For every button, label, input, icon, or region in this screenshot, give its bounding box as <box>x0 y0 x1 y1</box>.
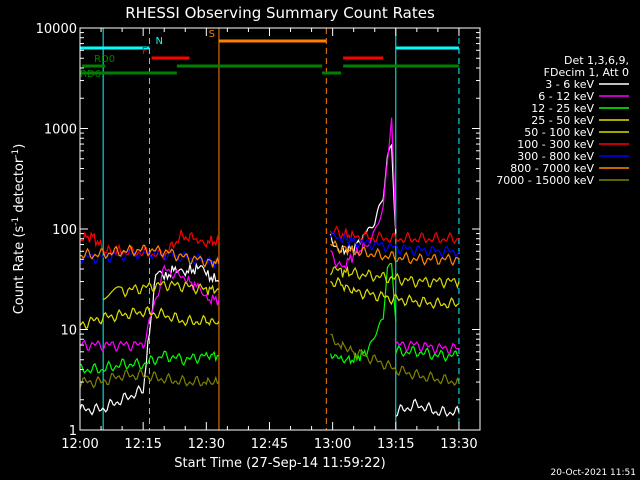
flag-n-label: N <box>155 36 162 47</box>
y-tick-label-5: 10000 <box>36 22 77 37</box>
series-3-segment-1 <box>79 350 219 374</box>
axis-ticks: 12:00 12:15 12:30 12:45 13:00 13:15 13:30 1 10 10… <box>36 22 480 452</box>
flag-rd6: RD6 <box>80 69 342 80</box>
legend-entry-label-2: 6 - 12 keV <box>538 90 594 103</box>
flag-s: S <box>209 29 327 43</box>
legend-entry-3: 12 - 25 keV <box>531 102 629 115</box>
legend-header-1: Det 1,3,6,9, <box>564 54 629 67</box>
flag-s-label: S <box>209 29 215 40</box>
x-axis-label: Start Time (27-Sep-14 11:59:22) <box>174 456 385 471</box>
legend-header-2: FDecim 1, Att 0 <box>544 66 629 79</box>
x-tick-label-6: 13:15 <box>377 437 414 452</box>
series-2-segment-2 <box>330 117 397 271</box>
series-7 <box>79 231 460 269</box>
series-9-segment-1 <box>79 368 220 389</box>
flag-f: F <box>142 46 384 60</box>
flag-rd0-label: RD0 <box>94 54 115 65</box>
x-tick-label-4: 12:45 <box>251 437 288 452</box>
legend-entry-5: 50 - 100 keV <box>524 126 629 139</box>
legend-entry-label-1: 3 - 6 keV <box>545 78 594 91</box>
status-flags: NF S RD0 RD6 <box>80 29 459 80</box>
y-axis-label: Count Rate (s-1 detector-1) <box>11 144 27 315</box>
x-tick-label-3: 12:30 <box>188 437 225 452</box>
series-8-segment-2 <box>330 240 460 267</box>
legend-entry-label-6: 100 - 300 keV <box>517 138 594 151</box>
y-axis-label-exponent1: -1 <box>11 217 21 226</box>
series-layer <box>79 117 460 418</box>
legend-entry-1: 3 - 6 keV <box>545 78 629 91</box>
flag-rd0: RD0 <box>82 54 459 68</box>
series-1-segment-3 <box>395 398 460 418</box>
legend-entry-4: 25 - 50 keV <box>531 114 629 127</box>
y-tick-label-4: 1000 <box>44 123 77 138</box>
y-tick-label-2: 10 <box>60 324 77 339</box>
series-4 <box>79 276 460 330</box>
legend-entry-label-8: 800 - 7000 keV <box>510 162 594 175</box>
series-8 <box>80 240 460 268</box>
plot-area: NF S RD0 RD6 <box>79 28 460 430</box>
series-2-segment-1 <box>79 264 220 353</box>
series-2-segment-3 <box>395 340 460 355</box>
legend-entry-6: 100 - 300 keV <box>517 138 629 151</box>
flag-n: N <box>80 36 459 50</box>
x-tick-label-5: 13:00 <box>314 437 351 452</box>
y-axis-label-part1: Count Rate (s <box>12 226 27 315</box>
y-tick-label-1: 1 <box>69 424 77 439</box>
x-tick-label-1: 12:00 <box>61 437 98 452</box>
legend-entry-8: 800 - 7000 keV <box>510 162 629 175</box>
series-7-segment-1 <box>79 247 220 269</box>
series-5-segment-2 <box>329 265 460 290</box>
series-9-segment-2 <box>330 333 460 386</box>
legend-entry-9: 7000 - 15000 keV <box>496 174 629 187</box>
series-3-segment-3 <box>395 344 459 363</box>
x-tick-label-7: 13:30 <box>440 437 477 452</box>
flag-f-label: F <box>142 46 148 57</box>
footer-timestamp: 20-Oct-2021 11:51 <box>551 468 636 478</box>
legend-entry-label-5: 50 - 100 keV <box>524 126 594 139</box>
chart-title: RHESSI Observing Summary Count Rates <box>125 4 435 22</box>
flag-rd6-label: RD6 <box>80 69 101 80</box>
series-4-segment-2 <box>330 276 460 310</box>
y-tick-label-3: 100 <box>52 223 77 238</box>
series-7-segment-2 <box>329 231 460 259</box>
legend-entry-2: 6 - 12 keV <box>538 90 629 103</box>
series-3 <box>79 262 459 374</box>
series-2 <box>79 117 460 355</box>
y-axis-label-exponent2: -1 <box>11 149 21 158</box>
x-tick-label-2: 12:15 <box>124 437 161 452</box>
y-axis-label-part2: detector <box>12 157 27 217</box>
series-6-segment-2 <box>329 225 460 245</box>
series-1-segment-1 <box>79 262 220 416</box>
y-axis-label-part3: ) <box>12 144 27 149</box>
legend-entry-label-7: 300 - 800 keV <box>517 150 594 163</box>
series-8-segment-1 <box>80 244 220 268</box>
series-4-segment-1 <box>79 305 220 330</box>
series-3-segment-2 <box>329 262 397 365</box>
legend-entry-7: 300 - 800 keV <box>517 150 629 163</box>
y-axis-label-text: Count Rate (s-1 detector-1) <box>11 144 27 315</box>
series-9 <box>79 333 460 389</box>
legend-entry-label-4: 25 - 50 keV <box>531 114 594 127</box>
series-5 <box>102 265 460 300</box>
series-5-segment-1 <box>102 280 220 300</box>
vertical-markers <box>102 28 460 430</box>
legend-entry-label-3: 12 - 25 keV <box>531 102 594 115</box>
legend-entry-label-9: 7000 - 15000 keV <box>496 174 594 187</box>
